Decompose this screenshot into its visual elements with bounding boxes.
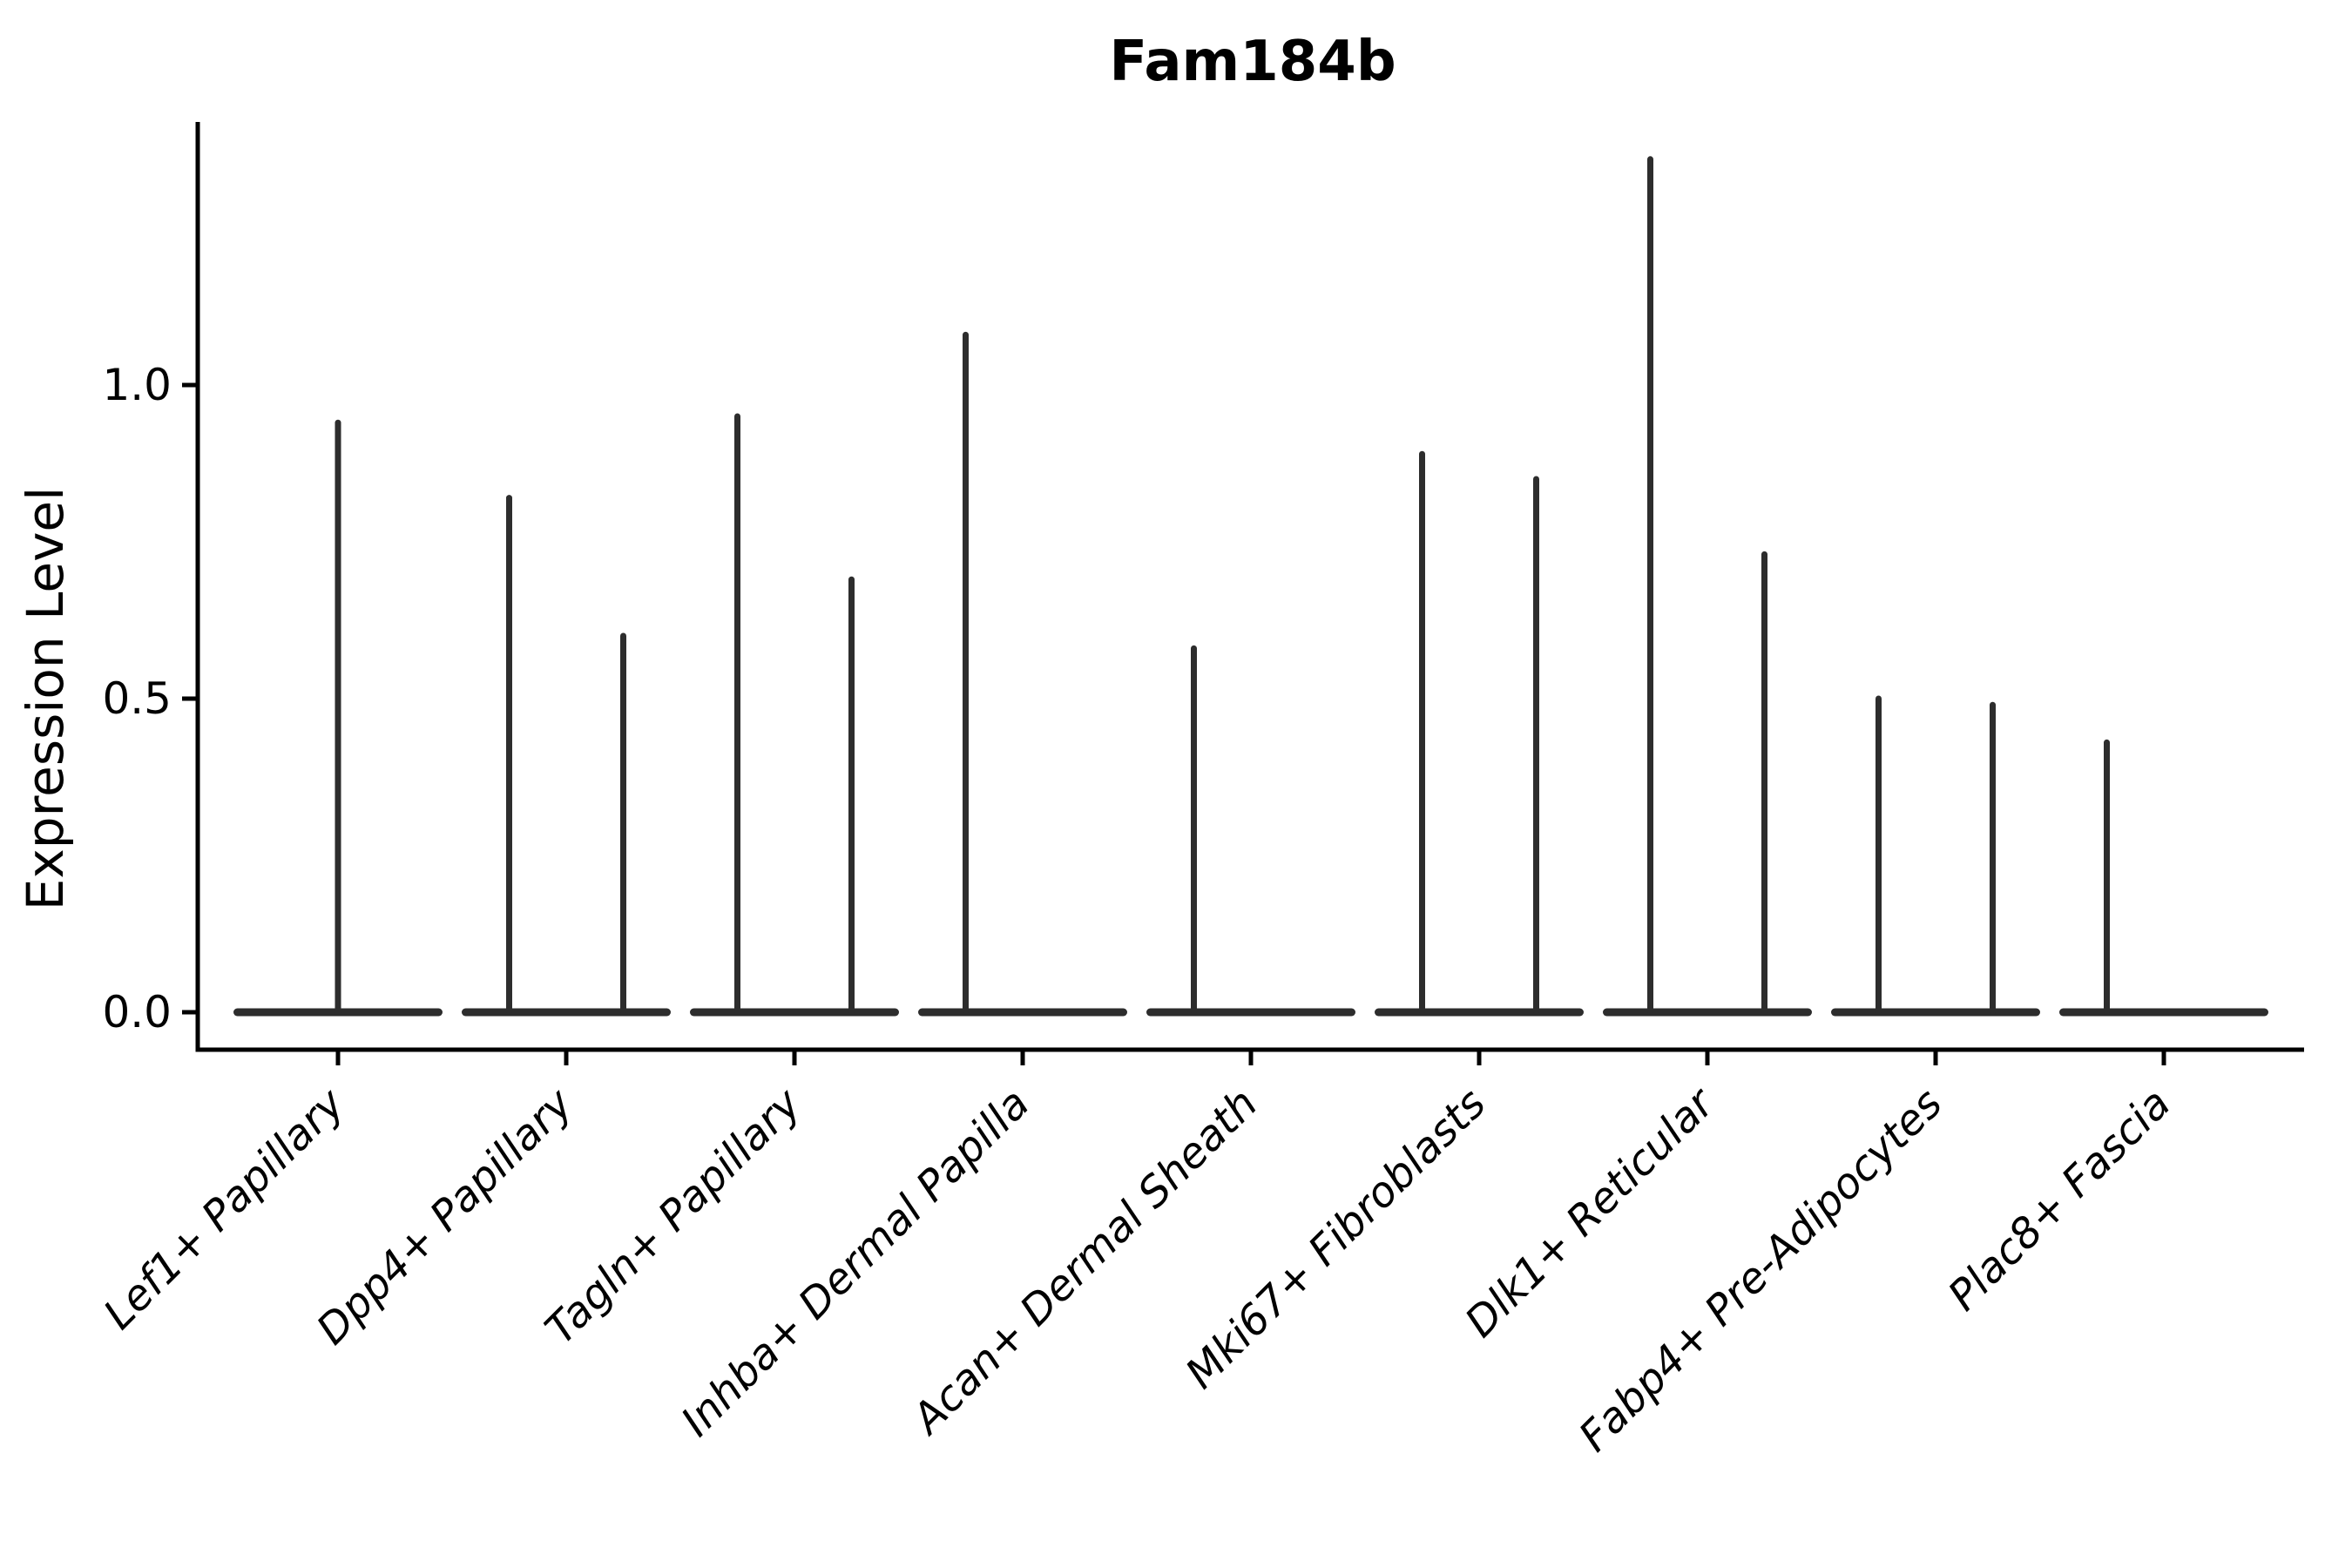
violin-base [1603, 1008, 1812, 1017]
y-tick-label: 0.5 [102, 673, 172, 724]
x-tick-label: Dlk1+ Reticular [1456, 1078, 1726, 1348]
violin-base [1375, 1008, 1584, 1017]
violin-base [1831, 1008, 2040, 1017]
y-tick-label: 1.0 [102, 360, 172, 410]
violin-base [918, 1008, 1127, 1017]
violin-base [690, 1008, 899, 1017]
x-tick-label: Plac8+ Fascia [1939, 1079, 2180, 1321]
chart-title: Fam184b [1109, 30, 1396, 94]
x-tick-label: Tagln+ Papillary [536, 1078, 811, 1354]
y-tick-label: 0.0 [102, 987, 172, 1037]
x-tick-label: Fabp4+ Pre-Adipocytes [1570, 1079, 1952, 1462]
y-axis-label: Expression Level [16, 487, 75, 910]
violins-layer [233, 156, 2268, 1017]
violin-base [2059, 1008, 2268, 1017]
x-tick-label: Lef1+ Papillary [94, 1078, 355, 1339]
violin-base [1146, 1008, 1355, 1017]
violin-base [462, 1008, 671, 1017]
